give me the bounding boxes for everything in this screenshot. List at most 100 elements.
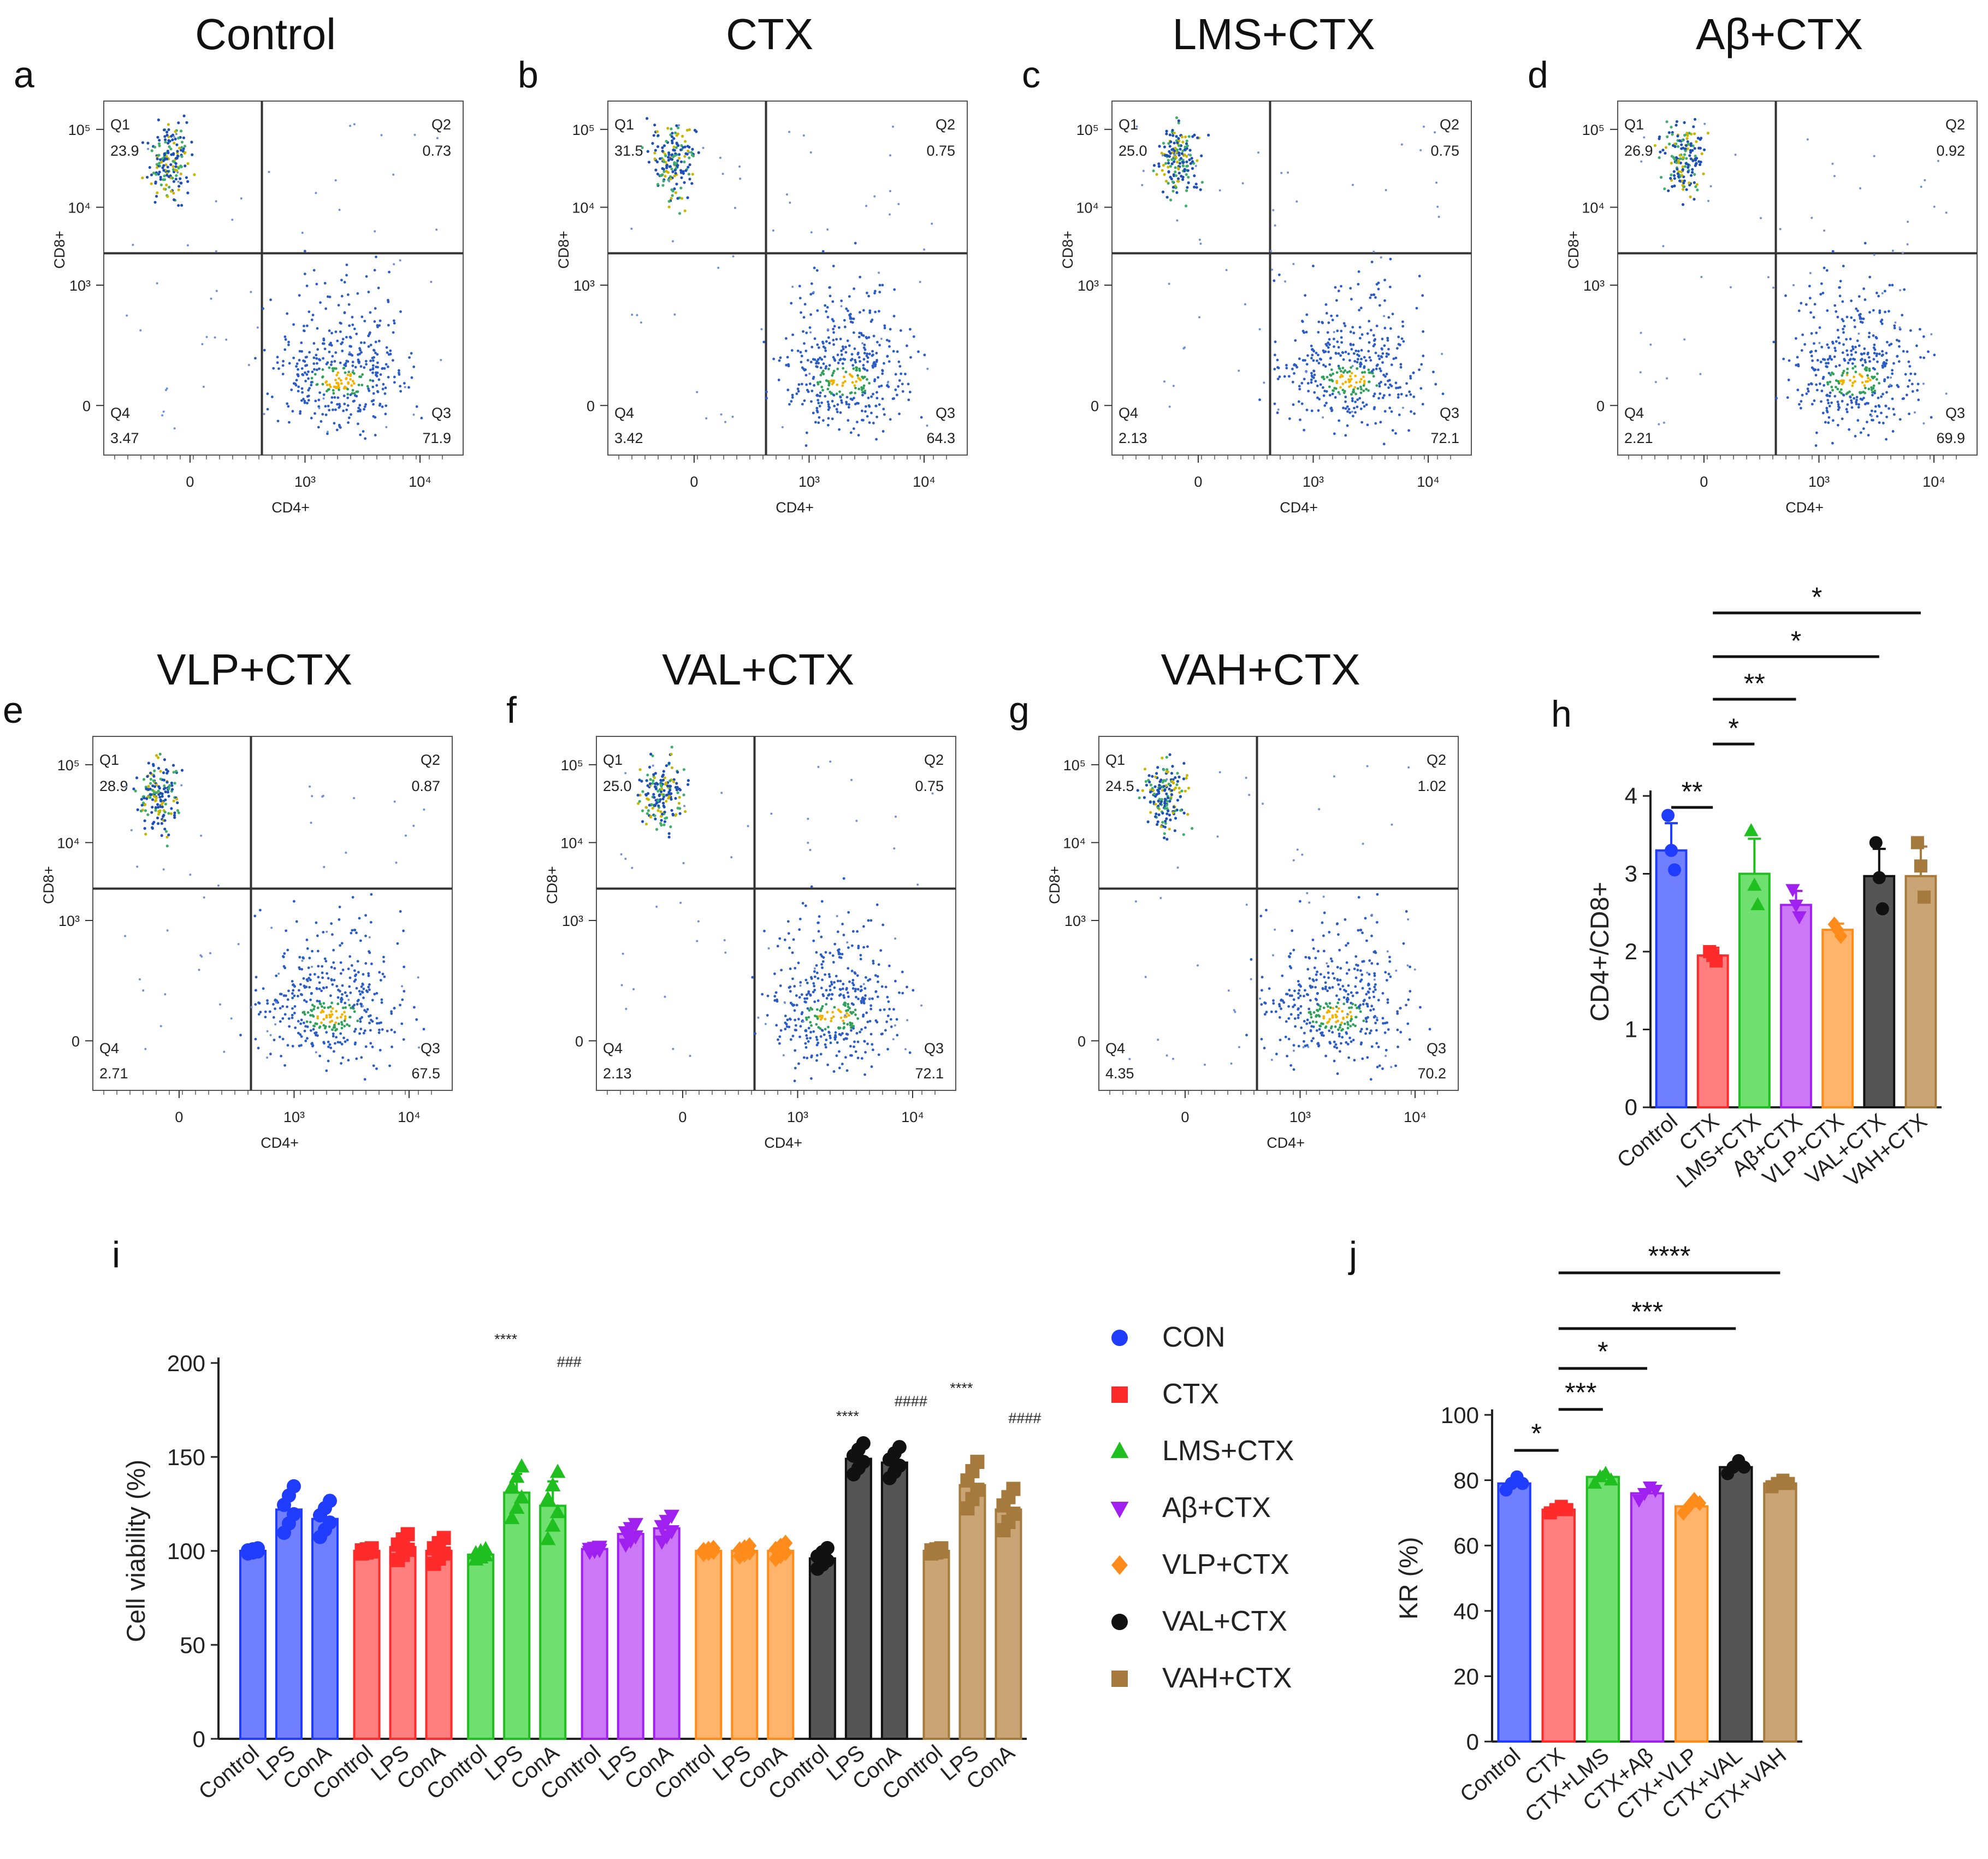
- event-dot: [297, 994, 299, 998]
- event-dot: [1819, 361, 1823, 364]
- event-dot: [1359, 1030, 1362, 1033]
- event-dot: [360, 1056, 363, 1059]
- event-dot: [1678, 179, 1682, 182]
- event-dot: [1340, 1029, 1343, 1032]
- event-dot: [822, 994, 825, 998]
- event-dot: [1172, 811, 1175, 815]
- event-dot: [1161, 821, 1164, 824]
- event-dot: [352, 372, 356, 375]
- event-dot: [1945, 211, 1948, 214]
- event-dot: [1310, 378, 1313, 381]
- quadrant-value-q2: 0.75: [1430, 143, 1459, 159]
- event-dot: [868, 978, 872, 981]
- event-dot: [872, 422, 875, 424]
- event-dot: [1354, 400, 1357, 404]
- event-dot: [649, 752, 653, 756]
- event-dot: [1385, 373, 1388, 376]
- event-dot: [351, 388, 354, 392]
- event-dot: [1164, 154, 1168, 157]
- event-dot: [1421, 294, 1424, 297]
- event-dot: [1377, 355, 1380, 357]
- event-dot: [1351, 365, 1354, 368]
- event-dot: [1863, 298, 1867, 301]
- event-dot: [1676, 172, 1679, 175]
- event-dot: [1804, 303, 1808, 306]
- event-dot: [1826, 382, 1830, 386]
- quadrant-label-q2: Q2: [924, 752, 944, 768]
- event-dot: [353, 327, 356, 331]
- event-dot: [845, 1069, 849, 1072]
- event-dot: [820, 371, 824, 374]
- event-dot: [1397, 393, 1400, 396]
- event-dot: [1333, 977, 1336, 980]
- event-dot: [1853, 318, 1856, 322]
- event-dot: [1149, 811, 1152, 814]
- event-dot: [1901, 251, 1904, 254]
- event-dot: [254, 989, 257, 992]
- event-dot: [1344, 396, 1347, 399]
- event-dot: [393, 381, 396, 384]
- event-dot: [1142, 169, 1145, 172]
- event-dot: [1185, 160, 1188, 163]
- event-dot: [1685, 188, 1688, 191]
- event-dot: [831, 300, 835, 303]
- event-dot: [1825, 394, 1829, 397]
- quadrant-value-q3: 67.5: [411, 1065, 440, 1082]
- event-dot: [1345, 1032, 1348, 1035]
- event-dot: [259, 1011, 262, 1014]
- event-dot: [1259, 998, 1262, 1000]
- event-dot: [1285, 364, 1288, 367]
- event-dot: [883, 1008, 886, 1011]
- event-dot: [842, 347, 845, 351]
- event-dot: [901, 992, 904, 995]
- event-dot: [165, 133, 169, 137]
- event-dot: [795, 1004, 798, 1007]
- event-dot: [826, 423, 830, 427]
- event-dot: [847, 419, 850, 422]
- event-dot: [337, 988, 340, 992]
- event-dot: [1907, 385, 1910, 388]
- event-dot: [667, 795, 671, 798]
- y-tick-label: 10³: [1078, 278, 1099, 294]
- event-dot: [1401, 324, 1405, 328]
- event-dot: [1352, 352, 1356, 355]
- event-dot: [1693, 181, 1696, 184]
- event-dot: [1315, 973, 1318, 976]
- event-dot: [773, 995, 777, 998]
- event-dot: [665, 163, 668, 167]
- event-dot: [215, 290, 218, 292]
- event-dot: [1665, 120, 1668, 123]
- quadrant-label-q1: Q1: [99, 752, 119, 768]
- event-dot: [800, 311, 802, 314]
- event-dot: [1390, 363, 1393, 367]
- y-tick-label: 10⁵: [68, 122, 91, 138]
- event-dot: [815, 1008, 819, 1011]
- event-dot: [1812, 316, 1815, 319]
- event-dot: [1278, 273, 1281, 276]
- event-dot: [1792, 284, 1795, 287]
- event-dot: [857, 434, 860, 437]
- event-dot: [1329, 374, 1333, 377]
- event-dot: [1331, 985, 1334, 989]
- event-dot: [816, 977, 820, 980]
- event-dot: [303, 1029, 306, 1032]
- event-dot: [239, 1034, 242, 1037]
- event-dot: [1362, 1002, 1365, 1006]
- event-dot: [668, 779, 672, 782]
- quadrant-label-q4: Q4: [1624, 405, 1644, 421]
- event-dot: [1312, 376, 1315, 379]
- event-dot: [325, 1031, 328, 1034]
- event-dot: [1394, 381, 1398, 385]
- event-dot: [1370, 1005, 1374, 1008]
- event-dot: [620, 984, 623, 987]
- event-dot: [839, 1016, 843, 1019]
- event-dot: [1799, 406, 1802, 410]
- event-dot: [430, 280, 433, 283]
- event-dot: [1186, 813, 1190, 816]
- event-dot: [1885, 359, 1888, 362]
- event-dot: [1842, 331, 1845, 334]
- event-dot: [1673, 184, 1676, 187]
- event-dot: [1884, 404, 1888, 408]
- event-dot: [1872, 334, 1875, 337]
- event-dot: [675, 182, 678, 186]
